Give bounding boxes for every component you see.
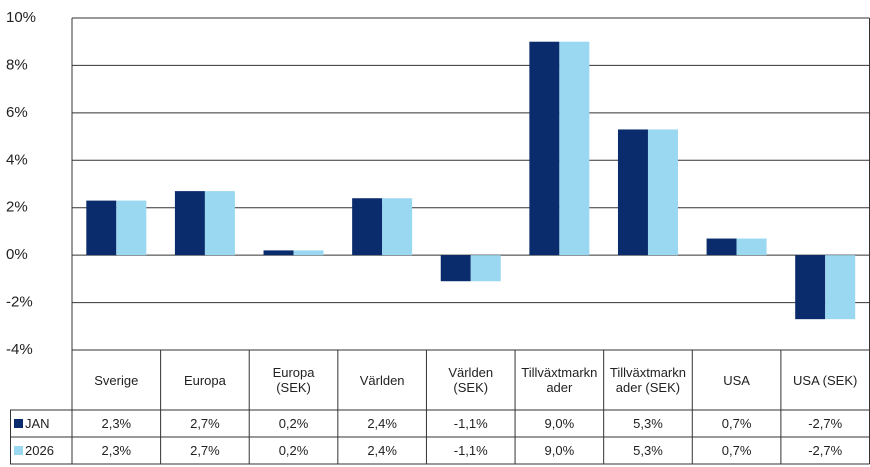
bar: [706, 238, 737, 256]
data-label: 2,3%: [101, 416, 132, 431]
bar: [440, 255, 471, 282]
data-label: 0,7%: [721, 443, 752, 458]
x-tick-label: Europa: [183, 372, 226, 388]
y-tick-label: -4%: [6, 341, 33, 358]
data-label: 5,3%: [633, 416, 663, 431]
data-label: 5,3%: [633, 443, 663, 458]
bar: [795, 255, 826, 320]
legend-label: JAN: [25, 416, 50, 431]
x-tick-label: Europa (SEK): [272, 365, 315, 395]
data-label: -1,1%: [453, 443, 488, 458]
y-tick-label: 8%: [6, 56, 28, 73]
data-label: 9,0%: [544, 443, 575, 458]
bar: [116, 200, 147, 256]
x-tick-label: Världen: [359, 372, 405, 388]
y-tick-label: 10%: [6, 9, 36, 26]
legend-entry: JAN: [10, 410, 72, 437]
data-label: 2,7%: [190, 416, 220, 431]
bar: [86, 200, 117, 256]
bar: [647, 129, 678, 256]
y-tick-label: 0%: [6, 246, 28, 263]
data-label: 2,7%: [190, 443, 220, 458]
legend-swatch: [14, 446, 23, 455]
bar: [293, 250, 324, 256]
y-tick-label: 4%: [6, 151, 28, 168]
data-label: -2,7%: [808, 416, 843, 431]
data-label: 9,0%: [544, 416, 575, 431]
bar: [382, 198, 413, 256]
bar: [736, 238, 767, 256]
bar: [352, 198, 383, 256]
data-label: 0,2%: [278, 416, 309, 431]
y-tick-label: 2%: [6, 199, 28, 216]
bar: [204, 191, 235, 256]
x-tick-label: Tillväxtmarknader: [521, 365, 598, 395]
legend-swatch: [14, 419, 23, 428]
legend-label: 2026: [25, 443, 54, 458]
data-label: -2,7%: [808, 443, 843, 458]
bar: [529, 41, 560, 256]
data-label: 2,4%: [367, 416, 397, 431]
data-label: 2,3%: [101, 443, 132, 458]
bar: [559, 41, 590, 256]
bar: [263, 250, 294, 256]
data-label: 0,7%: [721, 416, 752, 431]
bar: [825, 255, 856, 320]
bar: [174, 191, 205, 256]
x-tick-label: Sverige: [94, 372, 139, 388]
y-tick-label: 6%: [6, 104, 28, 121]
data-label: 0,2%: [278, 443, 309, 458]
x-tick-label: USA: [723, 372, 750, 388]
x-tick-label: Tillväxtmarknader (SEK): [609, 365, 686, 395]
x-tick-label: Världen (SEK): [448, 365, 494, 395]
legend-entry: 2026: [10, 437, 72, 464]
bar: [617, 129, 648, 256]
y-tick-label: -2%: [6, 294, 33, 311]
data-label: 2,4%: [367, 443, 397, 458]
data-label: -1,1%: [453, 416, 488, 431]
x-tick-label: USA (SEK): [793, 372, 858, 388]
bar: [470, 255, 501, 282]
